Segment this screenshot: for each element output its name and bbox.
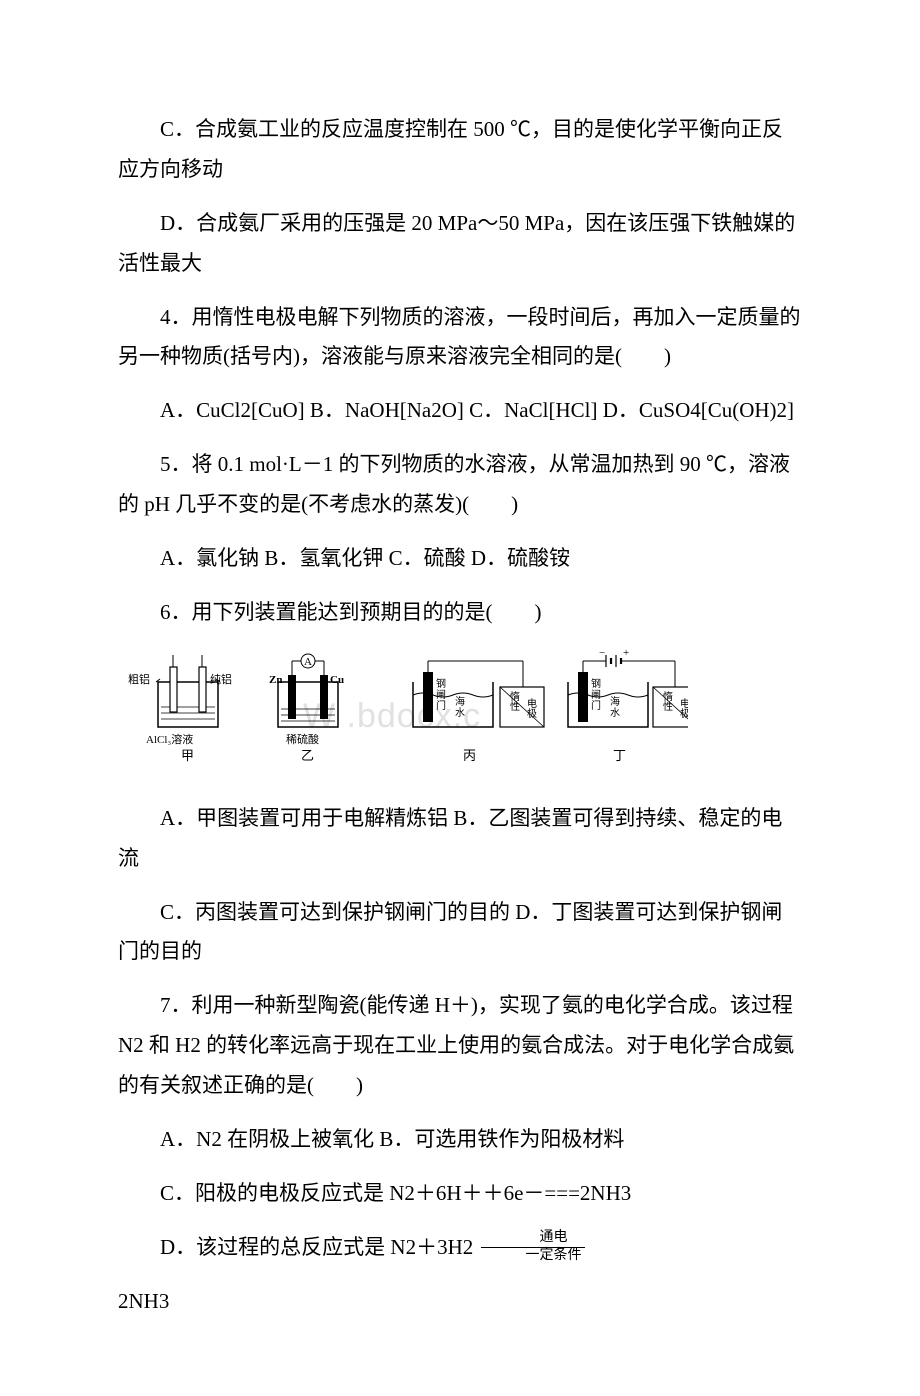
bing-plate-label: 钢闸门 [436,677,446,712]
svg-text:电极: 电极 [680,697,688,720]
svg-text:丙: 丙 [463,748,476,763]
q6-figure: W .bdocx.c 粗铝 纯铝 AlCl₃溶液 [118,647,802,777]
q4-options: A．CuCl2[CuO] B．NaOH[Na2O] C．NaCl[HCl] D．… [118,391,802,431]
svg-text:−: − [599,647,605,659]
svg-text:惰性: 惰性 [510,690,520,713]
svg-text:电极: 电极 [527,697,537,720]
svg-text:乙: 乙 [301,748,314,763]
q7-d-prefix: D．该过程的总反应式是 N2＋3H2 [160,1235,473,1259]
svg-text:纯铝: 纯铝 [210,672,232,686]
device-ding: 钢闸门 海水 − + [568,647,688,763]
q7-option-ab: A．N2 在阴极上被氧化 B．可选用铁作为阳极材料 [118,1120,802,1160]
svg-text:AlCl₃溶液: AlCl₃溶液 [146,732,193,746]
svg-text:惰性: 惰性 [663,690,673,713]
q7-stem: 7．利用一种新型陶瓷(能传递 H＋)，实现了氨的电化学合成。该过程 N2 和 H… [118,986,802,1106]
svg-text:甲: 甲 [181,748,194,763]
q7-option-d: D．该过程的总反应式是 N2＋3H2 通电 一定条件 [118,1228,802,1268]
svg-text:Cu: Cu [330,674,344,686]
svg-text:钢闸门: 钢闸门 [591,677,601,712]
svg-text:+: + [623,647,629,659]
svg-text:粗铝: 粗铝 [128,672,150,686]
svg-text:A: A [304,656,312,668]
svg-text:海水: 海水 [455,695,465,719]
device-jia: 粗铝 纯铝 AlCl₃溶液 甲 [128,655,232,763]
svg-text:丁: 丁 [613,748,626,763]
q4-stem: 4．用惰性电极电解下列物质的溶液，一段时间后，再加入一定质量的另一种物质(括号内… [118,298,802,378]
q6-option-cd: C．丙图装置可达到保护钢闸门的目的 D．丁图装置可达到保护钢闸门的目的 [118,893,802,973]
q5-options: A．氯化钠 B．氢氧化钾 C．硫酸 D．硫酸铵 [118,539,802,579]
q6-option-ab: A．甲图装置可用于电解精炼铝 B．乙图装置可得到持续、稳定的电流 [118,799,802,879]
q5-stem: 5．将 0.1 mol·L－1 的下列物质的水溶液，从常温加热到 90 ℃，溶液… [118,445,802,525]
q3-option-c: C．合成氨工业的反应温度控制在 500 ℃，目的是使化学平衡向正反应方向移动 [118,110,802,190]
q6-stem: 6．用下列装置能达到预期目的的是( ) [118,593,802,633]
svg-text:Zn: Zn [269,674,282,686]
q3-option-d: D．合成氨厂采用的压强是 20 MPa～50 MPa，因在该压强下铁触媒的活性最… [118,204,802,284]
q7-d-condition: 通电 一定条件 [481,1230,585,1263]
svg-text:海水: 海水 [610,695,620,719]
q7-option-c: C．阳极的电极反应式是 N2＋6H＋＋6e－===2NH3 [118,1174,802,1214]
svg-text:稀硫酸: 稀硫酸 [286,732,319,746]
